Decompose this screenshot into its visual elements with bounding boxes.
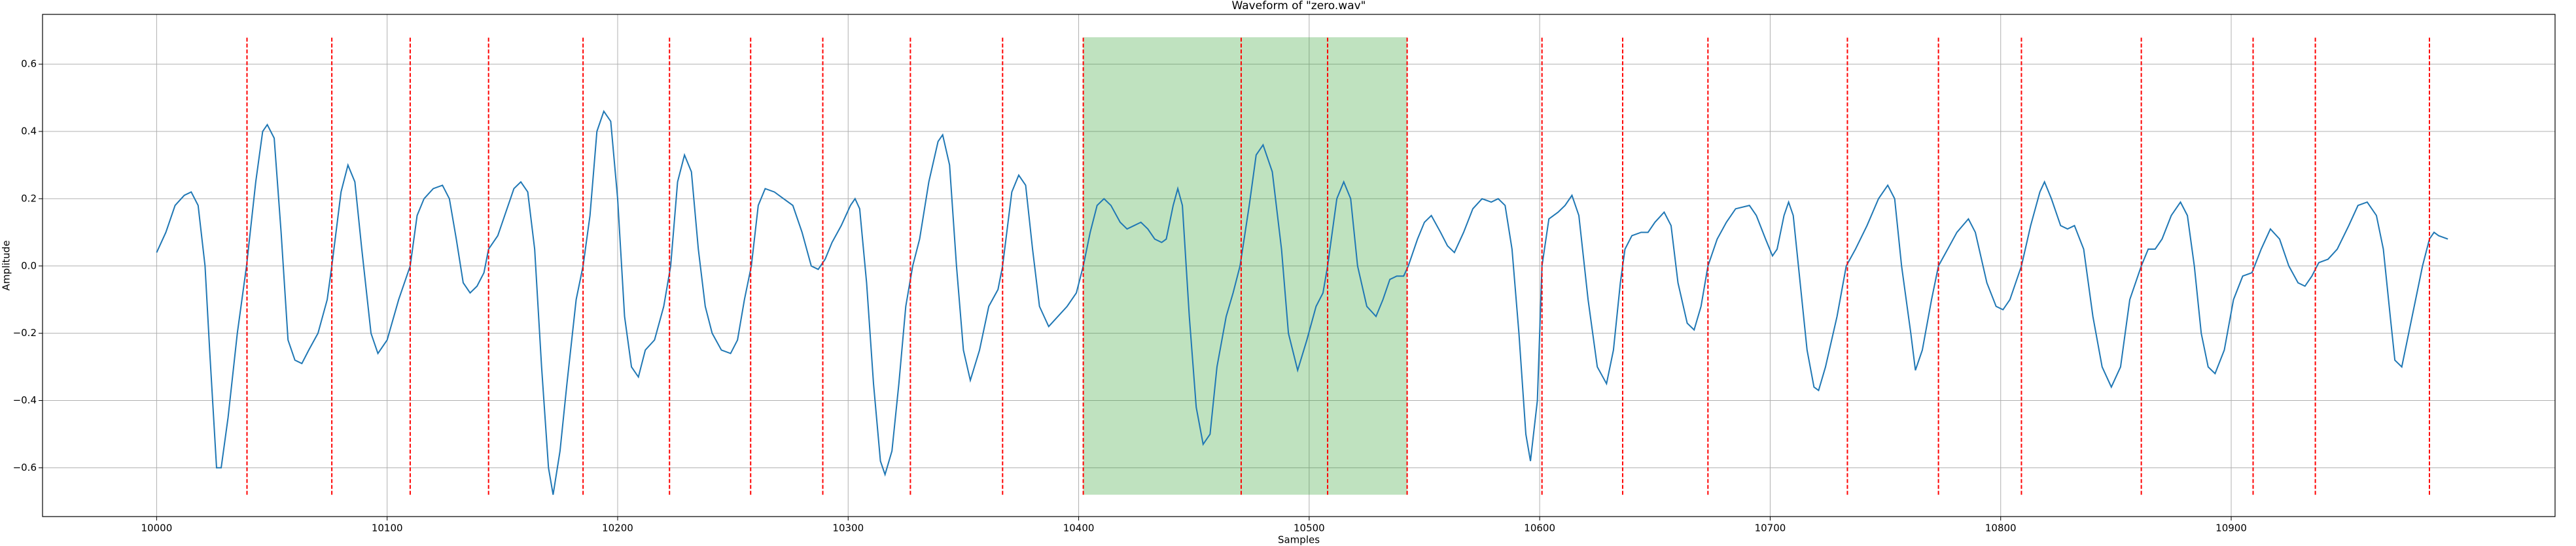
y-axis-label: Amplitude <box>1 241 12 291</box>
x-tick-label: 10400 <box>1063 522 1095 534</box>
y-tick-label: 0.6 <box>21 58 37 70</box>
plot-frame <box>42 14 2556 517</box>
x-tick-label: 10200 <box>602 522 633 534</box>
x-tick-label: 10900 <box>2215 522 2247 534</box>
y-tick-label: 0.4 <box>21 126 37 137</box>
waveform-line <box>156 109 2448 495</box>
x-tick-label: 10500 <box>1294 522 1325 534</box>
x-tick-label: 10000 <box>141 522 173 534</box>
y-tick-label: 0.2 <box>21 192 37 204</box>
chart-title: Waveform of "zero.wav" <box>1231 0 1366 12</box>
y-tick-label: −0.4 <box>13 394 37 406</box>
x-tick-label: 10300 <box>832 522 864 534</box>
y-tick-label: −0.2 <box>13 327 37 339</box>
x-axis-label: Samples <box>1278 534 1320 546</box>
y-tick-label: 0.0 <box>21 260 37 271</box>
x-tick-label: 10700 <box>1755 522 1786 534</box>
x-tick-label: 10600 <box>1524 522 1555 534</box>
y-tick-label: −0.6 <box>13 462 37 473</box>
x-tick-label: 10100 <box>372 522 403 534</box>
highlight-span <box>1083 37 1407 495</box>
x-tick-label: 10800 <box>1985 522 2017 534</box>
